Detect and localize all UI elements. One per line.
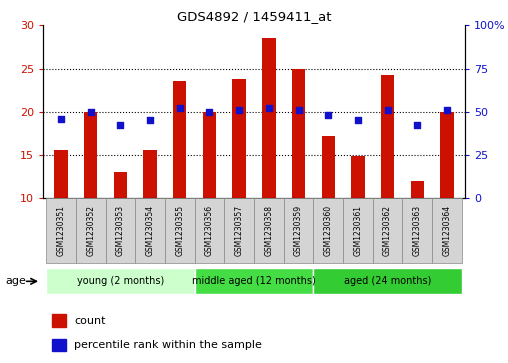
Point [205, 109, 213, 115]
Point [265, 105, 273, 111]
Point [354, 117, 362, 123]
FancyBboxPatch shape [254, 198, 283, 263]
Text: GSM1230363: GSM1230363 [413, 205, 422, 256]
Bar [173, 81, 186, 198]
Text: GSM1230357: GSM1230357 [235, 205, 244, 256]
Point [324, 112, 332, 118]
Text: GSM1230354: GSM1230354 [146, 205, 154, 256]
Bar [143, 150, 157, 198]
Text: GSM1230364: GSM1230364 [442, 205, 452, 256]
FancyBboxPatch shape [46, 198, 76, 263]
Point [384, 107, 392, 113]
FancyBboxPatch shape [343, 198, 373, 263]
Point [176, 105, 184, 111]
Text: GSM1230352: GSM1230352 [86, 205, 95, 256]
Text: aged (24 months): aged (24 months) [344, 276, 431, 286]
Point [146, 117, 154, 123]
Text: GSM1230356: GSM1230356 [205, 205, 214, 256]
FancyBboxPatch shape [432, 198, 462, 263]
Text: GSM1230359: GSM1230359 [294, 205, 303, 256]
FancyBboxPatch shape [283, 198, 313, 263]
FancyBboxPatch shape [313, 268, 462, 294]
Text: GSM1230361: GSM1230361 [354, 205, 362, 256]
Bar [203, 112, 216, 198]
FancyBboxPatch shape [373, 198, 402, 263]
Bar [440, 112, 454, 198]
Text: GSM1230355: GSM1230355 [175, 205, 184, 256]
Point [295, 107, 303, 113]
Point [87, 109, 95, 115]
Text: GSM1230360: GSM1230360 [324, 205, 333, 256]
FancyBboxPatch shape [402, 198, 432, 263]
Text: age: age [5, 276, 26, 286]
FancyBboxPatch shape [165, 198, 195, 263]
Point [443, 107, 451, 113]
Point [116, 122, 124, 128]
Bar [292, 69, 305, 198]
Point [413, 122, 421, 128]
Bar [322, 136, 335, 198]
Text: percentile rank within the sample: percentile rank within the sample [74, 340, 262, 350]
Text: GSM1230362: GSM1230362 [383, 205, 392, 256]
FancyBboxPatch shape [135, 198, 165, 263]
Bar [262, 38, 275, 198]
Bar [381, 76, 394, 198]
Text: middle aged (12 months): middle aged (12 months) [192, 276, 316, 286]
FancyBboxPatch shape [76, 198, 106, 263]
Bar [52, 339, 66, 351]
Bar [84, 112, 98, 198]
Bar [54, 150, 68, 198]
Bar [410, 180, 424, 198]
Bar [52, 314, 66, 327]
FancyBboxPatch shape [195, 198, 225, 263]
Title: GDS4892 / 1459411_at: GDS4892 / 1459411_at [177, 10, 331, 23]
FancyBboxPatch shape [313, 198, 343, 263]
Bar [233, 79, 246, 198]
FancyBboxPatch shape [195, 268, 313, 294]
FancyBboxPatch shape [106, 198, 135, 263]
Text: young (2 months): young (2 months) [77, 276, 164, 286]
Point [235, 107, 243, 113]
Bar [351, 156, 365, 198]
Text: GSM1230351: GSM1230351 [56, 205, 66, 256]
Text: GSM1230358: GSM1230358 [264, 205, 273, 256]
Text: count: count [74, 315, 106, 326]
Text: GSM1230353: GSM1230353 [116, 205, 125, 256]
Point [57, 115, 65, 121]
Bar [114, 172, 127, 198]
FancyBboxPatch shape [46, 268, 195, 294]
FancyBboxPatch shape [225, 198, 254, 263]
